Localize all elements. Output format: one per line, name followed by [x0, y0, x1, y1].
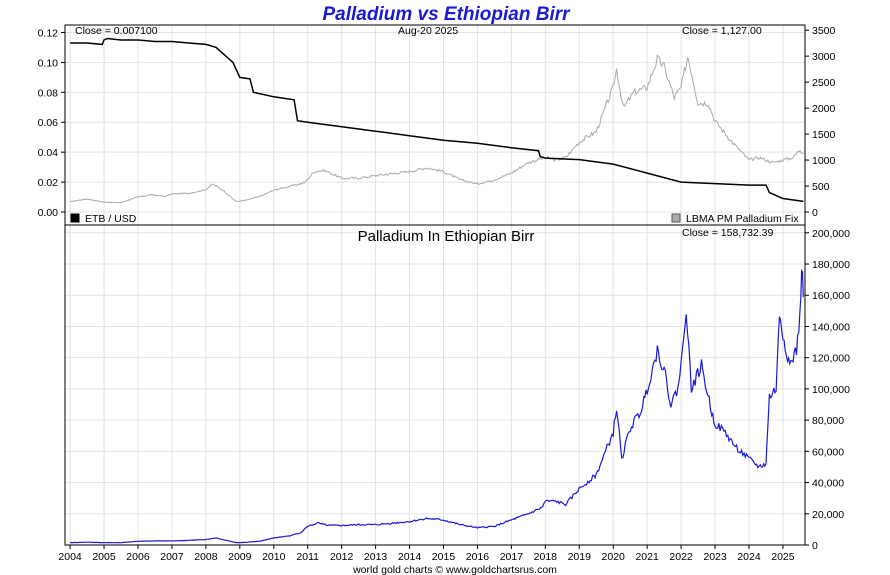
- bottom-right-tick-label: 180,000: [812, 259, 850, 271]
- series-line-palladium-in-birr: [70, 268, 804, 544]
- bottom-right-tick-label: 60,000: [812, 446, 844, 458]
- left-tick-label: 0.06: [38, 117, 59, 129]
- bottom-right-tick-label: 120,000: [812, 353, 850, 365]
- bottom-panel-gridlines: [65, 225, 805, 546]
- bottom-panel-frame: [64, 224, 806, 546]
- x-axis: 2004 2005 2006 2007 2008 2009 2010 2011 2012 2013…: [58, 545, 795, 563]
- right-tick-label: 1000: [812, 155, 836, 167]
- bottom-close-label: Close = 158,732.39: [682, 227, 774, 239]
- x-tick-label: 2009: [228, 551, 252, 563]
- legend-swatch-palladium-fix: [671, 213, 681, 223]
- top-left-axis: 0.00 0.02 0.04 0.06 0.08 0.10 0.12: [38, 27, 65, 219]
- bottom-right-tick-label: 160,000: [812, 290, 850, 302]
- x-tick-label: 2016: [466, 551, 490, 563]
- chart-title: Palladium vs Ethiopian Birr: [322, 4, 571, 25]
- x-tick-label: 2023: [703, 551, 727, 563]
- x-tick-label: 2024: [737, 551, 761, 563]
- x-tick-label: 2008: [194, 551, 218, 563]
- date-label: Aug-20 2025: [398, 25, 458, 37]
- bottom-right-axis: 0 20,000 40,000 60,000 80,000 100,000 120,000 1…: [805, 228, 850, 552]
- x-tick-label: 2014: [398, 551, 422, 563]
- x-tick-label: 2007: [160, 551, 184, 563]
- left-tick-label: 0.12: [38, 27, 59, 39]
- x-tick-label: 2025: [771, 551, 795, 563]
- x-tick-label: 2017: [500, 551, 524, 563]
- footer-credit: world gold charts © www.goldchartsrus.co…: [352, 564, 557, 575]
- x-tick-label: 2005: [92, 551, 116, 563]
- x-tick-label: 2010: [262, 551, 286, 563]
- x-tick-label: 2012: [330, 551, 354, 563]
- bottom-right-tick-label: 140,000: [812, 321, 850, 333]
- bottom-right-tick-label: 80,000: [812, 415, 844, 427]
- bottom-right-tick-label: 20,000: [812, 509, 844, 521]
- bottom-right-tick-label: 40,000: [812, 478, 844, 490]
- x-tick-label: 2020: [602, 551, 626, 563]
- legend-label-etb-usd: ETB / USD: [85, 213, 137, 225]
- legend-swatch-etb-usd: [70, 213, 80, 223]
- top-right-axis: 0 500 1000 1500 2000 2500 3000 3500: [805, 25, 836, 219]
- left-tick-label: 0.02: [38, 177, 59, 189]
- x-tick-label: 2015: [432, 551, 456, 563]
- bottom-right-tick-label: 200,000: [812, 228, 850, 240]
- series-line-palladium-fix: [70, 54, 804, 204]
- right-tick-label: 2000: [812, 103, 836, 115]
- x-tick-label: 2013: [364, 551, 388, 563]
- left-tick-label: 0.00: [38, 207, 59, 219]
- right-tick-label: 2500: [812, 77, 836, 89]
- right-tick-label: 0: [812, 207, 818, 219]
- left-tick-label: 0.04: [38, 147, 59, 159]
- x-tick-label: 2006: [126, 551, 150, 563]
- x-tick-label: 2022: [669, 551, 693, 563]
- bottom-panel-title: Palladium In Ethiopian Birr: [358, 228, 535, 245]
- x-tick-label: 2004: [58, 551, 82, 563]
- x-tick-label: 2018: [534, 551, 558, 563]
- bottom-right-tick-label: 0: [812, 540, 818, 552]
- right-tick-label: 1500: [812, 129, 836, 141]
- x-tick-label: 2011: [296, 551, 319, 563]
- bottom-right-tick-label: 100,000: [812, 384, 850, 396]
- right-tick-label: 3000: [812, 51, 836, 63]
- right-tick-label: 500: [812, 181, 830, 193]
- x-tick-label: 2021: [635, 551, 659, 563]
- top-panel-gridlines: [65, 25, 805, 225]
- series-line-etb-usd: [70, 37, 804, 203]
- right-close-label: Close = 1,127.00: [682, 25, 762, 37]
- left-tick-label: 0.10: [38, 57, 59, 69]
- top-panel-frame: [64, 24, 806, 226]
- left-tick-label: 0.08: [38, 87, 59, 99]
- legend-label-palladium-fix: LBMA PM Palladium Fix: [686, 213, 799, 225]
- left-close-label: Close = 0.007100: [75, 25, 158, 37]
- right-tick-label: 3500: [812, 25, 836, 37]
- x-tick-label: 2019: [568, 551, 592, 563]
